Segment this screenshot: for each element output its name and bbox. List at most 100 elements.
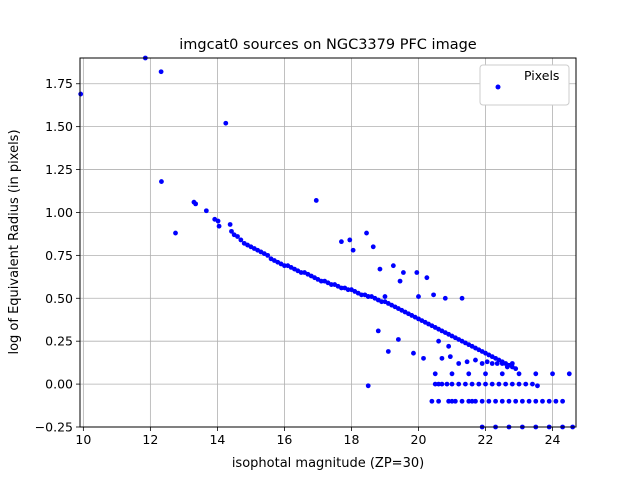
data-points [78, 55, 576, 430]
y-tick-label: 0.50 [45, 291, 73, 306]
data-point [385, 349, 391, 354]
data-point [456, 361, 462, 366]
data-point [486, 398, 492, 404]
x-tick-label: 24 [545, 432, 561, 447]
data-point [473, 398, 478, 404]
data-point [377, 266, 383, 272]
x-tick-label: 20 [411, 432, 427, 447]
data-point [452, 398, 458, 404]
data-point [345, 287, 351, 293]
data-point [459, 398, 465, 404]
data-point [499, 371, 505, 377]
data-point [489, 361, 495, 366]
data-point [456, 381, 462, 387]
y-tick-label: −0.25 [35, 420, 73, 435]
x-tick-label: 16 [276, 432, 292, 447]
data-point [416, 294, 421, 299]
data-point [238, 237, 244, 243]
y-axis-ticks: −0.25 0.00 0.25 0.50 0.75 1.00 1.25 1.50 1.75 [35, 76, 80, 435]
data-point [173, 230, 178, 236]
data-point [298, 270, 304, 275]
data-point [339, 239, 344, 245]
data-point [535, 383, 540, 389]
data-point [526, 398, 532, 404]
x-tick-label: 14 [209, 432, 225, 447]
data-point [235, 234, 240, 239]
data-point [382, 294, 388, 299]
data-point [506, 398, 512, 404]
data-point [516, 381, 522, 387]
data-point [519, 398, 525, 404]
y-axis-label: log of Equivalent Radius (in pixels) [7, 129, 22, 354]
x-tick-label: 12 [142, 432, 158, 447]
data-point [469, 398, 475, 404]
data-point [203, 208, 209, 214]
data-point [432, 371, 438, 377]
data-point [397, 278, 403, 284]
data-point [439, 355, 445, 361]
data-point [265, 252, 271, 258]
data-point [215, 218, 221, 224]
data-point [229, 228, 234, 234]
data-point [395, 337, 401, 342]
data-point [523, 381, 529, 387]
data-point [159, 179, 164, 184]
data-point [530, 381, 535, 387]
data-point [414, 270, 420, 275]
legend-marker [495, 84, 501, 90]
data-point [463, 381, 468, 387]
data-point [401, 270, 406, 275]
data-point [533, 398, 539, 404]
data-point [365, 383, 371, 389]
x-tick-label: 18 [344, 432, 360, 447]
data-point [379, 299, 385, 305]
data-point [446, 343, 452, 349]
y-tick-label: 0.00 [45, 377, 73, 392]
data-point [484, 359, 490, 365]
data-point [509, 381, 515, 387]
data-point [328, 282, 334, 287]
y-tick-label: 1.00 [45, 205, 73, 220]
data-point [390, 263, 396, 269]
x-tick-label: 10 [75, 432, 91, 447]
x-tick-label: 22 [478, 432, 494, 447]
data-point [439, 381, 445, 387]
data-point [313, 198, 319, 203]
data-point [227, 222, 233, 227]
data-point [466, 371, 472, 377]
data-point [375, 328, 381, 334]
data-point [464, 359, 470, 365]
data-point [516, 371, 522, 377]
data-point [216, 223, 222, 229]
data-point [489, 381, 495, 387]
data-point [494, 361, 500, 366]
data-point [436, 338, 441, 344]
data-point [449, 381, 455, 387]
data-point [499, 361, 505, 366]
y-tick-label: 1.75 [45, 76, 73, 91]
x-axis-label: isophotal magnitude (ZP=30) [232, 456, 424, 471]
data-point [504, 364, 510, 370]
legend-box [479, 64, 570, 106]
data-point [540, 398, 545, 404]
data-point [411, 350, 416, 356]
data-point [476, 381, 482, 387]
data-point [223, 120, 229, 126]
data-point [483, 371, 488, 377]
data-point [496, 381, 502, 387]
data-point [553, 398, 559, 404]
data-point [431, 292, 436, 298]
data-point [473, 357, 478, 363]
data-point [499, 398, 505, 404]
data-point [429, 398, 435, 404]
data-point [446, 398, 452, 404]
data-point [483, 381, 488, 387]
data-point [513, 366, 519, 372]
data-point [442, 295, 448, 301]
data-point [533, 371, 539, 377]
data-point [436, 398, 441, 404]
data-point [436, 381, 441, 387]
data-point [444, 381, 450, 387]
data-point [509, 361, 515, 366]
